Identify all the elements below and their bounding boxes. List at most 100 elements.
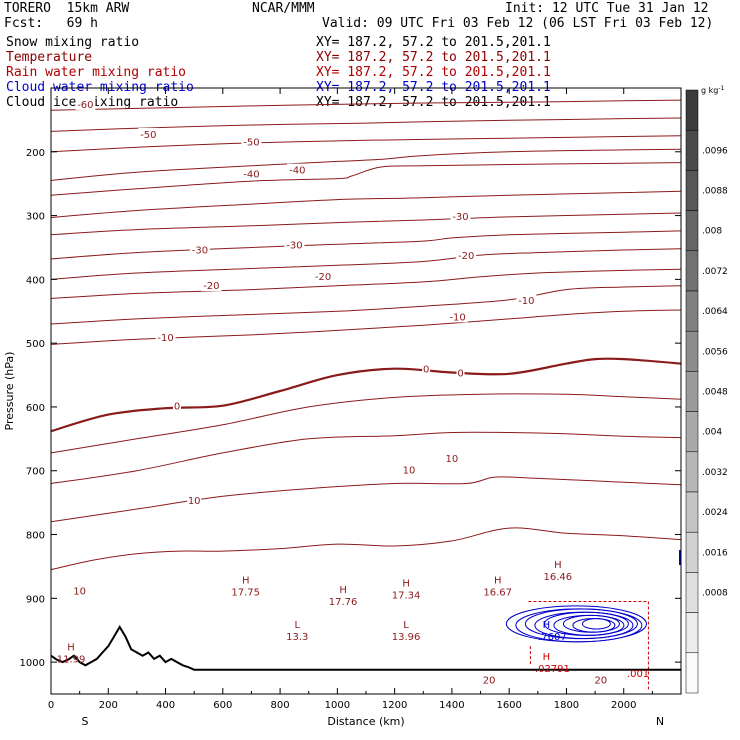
isotherm-minus40: [51, 162, 681, 196]
colorbar-tick-label: .0048: [702, 388, 728, 398]
colorbar-tick-label: .0008: [702, 589, 728, 599]
colorbar-segment: [685, 531, 699, 573]
x-tick-label: 2000: [611, 700, 636, 711]
isotherm-minus45: [51, 148, 681, 181]
x-tick-label: 200: [99, 700, 118, 711]
contour-label: 10: [73, 587, 86, 598]
y-tick-label: 200: [26, 148, 45, 159]
cloud-water-max-letter: H: [543, 620, 551, 631]
model-title: TORERO 15km ARW: [4, 1, 130, 16]
colorbar-segment: [685, 250, 699, 292]
small-contour-label: .001: [627, 669, 649, 680]
colorbar-segment: [685, 451, 699, 493]
isotherm-minus20: [51, 248, 681, 280]
colorbar-segment: [685, 89, 699, 131]
terrain-line: [50, 625, 681, 671]
colorbar-segment: [685, 371, 699, 412]
colorbar-tick-label: .0024: [702, 508, 728, 518]
source-label: NCAR/MMM: [252, 1, 315, 16]
isotherm-0: [51, 357, 681, 433]
label-layer: -60 -50 -50 -40 -40 -30 -30 -30 -20 -20 -20 -10 -10 -…: [57, 97, 649, 686]
contour-label: -10: [157, 333, 173, 344]
rain-water-max-letter: H: [543, 652, 551, 663]
colorbar-unit: g kg-1: [701, 85, 725, 95]
extremum-value: 13.96: [392, 632, 421, 643]
colorbar-segment: [685, 411, 699, 453]
contour-label-bg: [155, 330, 176, 343]
contour-label-bg: [241, 135, 262, 148]
contour-label-bg: [187, 494, 202, 507]
x-tick-label: 800: [271, 700, 290, 711]
extremum-letter: L: [294, 620, 300, 631]
colorbar-segment: [685, 170, 699, 211]
contour-label-bg: [75, 97, 96, 110]
extremum-value: 16.46: [544, 572, 573, 583]
contour-label: -30: [452, 212, 468, 223]
contour-label-bg: [447, 310, 468, 323]
colorbar-tick-label: .004: [702, 428, 722, 438]
contour-label-bg: [516, 293, 537, 306]
field-name-cloud-ice: Cloud ice mixing ratio: [6, 95, 179, 110]
contour-label: 0: [457, 369, 463, 380]
contour-label: 10: [188, 496, 201, 507]
contour-label: -20: [458, 251, 474, 262]
x-tick-label: 1600: [496, 700, 521, 711]
extremum-letter: H: [402, 579, 410, 590]
contour-label: 10: [446, 454, 459, 465]
extremum-letter: H: [67, 643, 75, 654]
extremum-letter: H: [494, 576, 502, 587]
contour-label-bg: [401, 463, 416, 476]
extremum-letter: L: [403, 620, 409, 631]
contour-label: -50: [243, 138, 259, 149]
colorbar-tick-label: .0088: [702, 187, 728, 197]
colorbar-segment: [685, 330, 699, 372]
isotherm-20: [51, 527, 681, 571]
y-tick-label: 700: [26, 467, 45, 478]
extremum-value: 17.75: [231, 588, 260, 599]
contour-label-bg: [450, 210, 471, 223]
forecast-hour: Fcst: 69 h: [4, 16, 98, 31]
isotherm-minus60: [51, 99, 681, 111]
extremum-letter: H: [339, 585, 347, 596]
contour-label-bg: [456, 366, 465, 379]
contour-label-bg: [456, 249, 477, 262]
x-tick-label: 600: [213, 700, 232, 711]
colorbar-tick-label: .0072: [702, 267, 728, 277]
contour-label-bg: [189, 243, 210, 256]
cloud-water-contour: [572, 618, 616, 633]
isotherm-10: [51, 431, 681, 484]
x-axis-label: Distance (km): [327, 715, 404, 728]
isotherm-minus10: [51, 285, 681, 325]
contour-label-bg: [138, 127, 159, 140]
plot-frame: [50, 87, 682, 695]
contour-label: -40: [289, 166, 305, 177]
contour-label: -10: [518, 296, 534, 307]
contour-label: -40: [243, 169, 259, 180]
colorbar-segment: [685, 572, 699, 613]
extremum-letter: H: [554, 560, 562, 571]
contour-label: -30: [192, 245, 208, 256]
cloud-water-layer: [505, 550, 681, 692]
contour-label-bg: [284, 238, 305, 251]
contour-label: -20: [203, 281, 219, 292]
y-tick-label: 500: [26, 339, 45, 350]
colorbar-tick-label: .0096: [702, 146, 728, 156]
x-tick-label: 0: [48, 700, 54, 711]
contour-label: -20: [315, 272, 331, 283]
colorbar-segment: [685, 491, 699, 533]
x-tick-label: 400: [156, 700, 175, 711]
colorbar-tick-label: .0016: [702, 548, 728, 558]
contour-label: -30: [286, 240, 302, 251]
colorbar-tick-label: .008: [702, 227, 722, 237]
field-name-temperature: Temperature: [6, 50, 93, 65]
colorbar-tick-label: .0032: [702, 468, 728, 478]
contour-label-bg: [241, 167, 262, 180]
isotherm-minus15: [51, 268, 681, 299]
contour-label-bg: [173, 399, 181, 412]
small-contour-label: 20: [594, 675, 607, 686]
colorbar-tick-label: .0064: [702, 307, 728, 317]
rain-water-max-value: .02791: [535, 664, 570, 675]
contour-label-bg: [201, 279, 222, 292]
extremum-value: 17.34: [392, 591, 421, 602]
x-tick-label: 1000: [325, 700, 350, 711]
